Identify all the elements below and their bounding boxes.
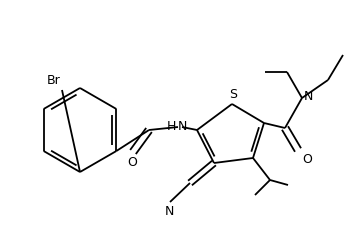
Text: O: O	[127, 156, 137, 169]
Text: S: S	[229, 88, 237, 101]
Text: N: N	[164, 205, 174, 218]
Text: O: O	[302, 153, 312, 166]
Text: Br: Br	[46, 74, 60, 87]
Text: N: N	[178, 120, 187, 133]
Text: N: N	[304, 90, 313, 104]
Text: H: H	[167, 120, 176, 133]
